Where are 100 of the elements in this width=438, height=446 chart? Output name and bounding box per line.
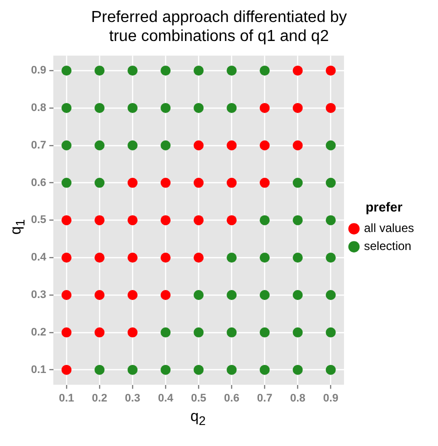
x-tick-label: 0.8: [290, 392, 306, 404]
point: [260, 327, 270, 338]
x-axis-title: q$_{2}$: [189, 408, 207, 428]
point: [160, 290, 171, 300]
point: [326, 140, 336, 150]
y-tick-label: 0.2: [30, 326, 46, 338]
point: [94, 178, 105, 188]
point: [260, 66, 270, 76]
point: [326, 66, 336, 76]
point: [226, 364, 237, 375]
point: [292, 290, 303, 300]
point: [62, 364, 72, 375]
point: [62, 327, 72, 338]
y-tick-label: 0.5: [30, 214, 46, 226]
point: [326, 290, 336, 300]
point: [128, 140, 138, 150]
point: [226, 215, 237, 226]
point: [160, 66, 171, 76]
point: [292, 102, 303, 113]
y-tick-label: 0.8: [30, 102, 46, 114]
point: [62, 102, 72, 113]
point: [62, 66, 72, 76]
point: [226, 290, 237, 300]
point: [128, 66, 138, 76]
y-tick-label: 0.1: [30, 364, 46, 376]
point: [292, 252, 303, 263]
x-tick-label: 0.2: [92, 392, 108, 404]
point: [160, 364, 171, 375]
point: [62, 178, 72, 188]
point: [260, 364, 270, 375]
x-tick-label: 0.6: [224, 392, 240, 404]
point: [292, 364, 303, 375]
point: [128, 102, 138, 113]
point: [292, 178, 303, 188]
chart-title: Preferred approach differentiated by true combinations of q1 and q2: [90, 8, 348, 46]
point: [260, 290, 270, 300]
point: [194, 215, 204, 226]
point: [226, 178, 237, 188]
point: [194, 327, 204, 338]
point: [194, 178, 204, 188]
point: [128, 252, 138, 263]
point: [62, 215, 72, 226]
point: [160, 178, 171, 188]
y-tick-label: 0.9: [30, 64, 46, 77]
point: [260, 215, 270, 226]
point: [128, 364, 138, 375]
point: [62, 140, 72, 150]
legend-label: all values: [364, 221, 414, 236]
point: [260, 178, 270, 188]
point: [94, 66, 105, 76]
point: [326, 102, 336, 113]
point: [94, 327, 105, 338]
point: [94, 102, 105, 113]
point: [94, 364, 105, 375]
point: [62, 290, 72, 300]
point: [160, 140, 171, 150]
point: [326, 327, 336, 338]
point: [226, 140, 237, 150]
y-tick-label: 0.4: [30, 252, 48, 264]
y-tick-label: 0.6: [30, 176, 46, 189]
point: [194, 364, 204, 375]
x-tick-label: 0.3: [124, 392, 140, 404]
legend-title: prefer: [366, 199, 402, 214]
point: [160, 102, 171, 113]
x-tick-label: 0.1: [58, 392, 74, 404]
point: [292, 327, 303, 338]
point: [160, 327, 171, 338]
point: [128, 327, 138, 338]
point: [194, 66, 204, 76]
point: [194, 102, 204, 113]
point: [292, 215, 303, 226]
point: [226, 66, 237, 76]
point: [260, 140, 270, 150]
point: [194, 140, 204, 150]
point: [292, 140, 303, 150]
point: [128, 215, 138, 226]
point: [94, 290, 105, 300]
point: [160, 215, 171, 226]
point: [94, 140, 105, 150]
point: [62, 252, 72, 263]
point: [326, 215, 336, 226]
point: [292, 66, 303, 76]
x-tick-label: 0.7: [257, 392, 272, 404]
point: [194, 290, 204, 300]
y-tick-label: 0.7: [30, 139, 46, 152]
x-tick-label: 0.9: [323, 392, 338, 404]
point: [160, 252, 171, 263]
point: [194, 252, 204, 263]
point: [326, 178, 336, 188]
point: [260, 252, 270, 263]
point: [326, 252, 336, 263]
point: [226, 327, 237, 338]
x-tick-label: 0.5: [190, 392, 206, 404]
point: [326, 364, 336, 375]
point: [128, 290, 138, 300]
point: [94, 215, 105, 226]
point: [226, 102, 237, 113]
y-tick-label: 0.3: [30, 289, 46, 302]
point: [226, 252, 237, 263]
point: [94, 252, 105, 263]
